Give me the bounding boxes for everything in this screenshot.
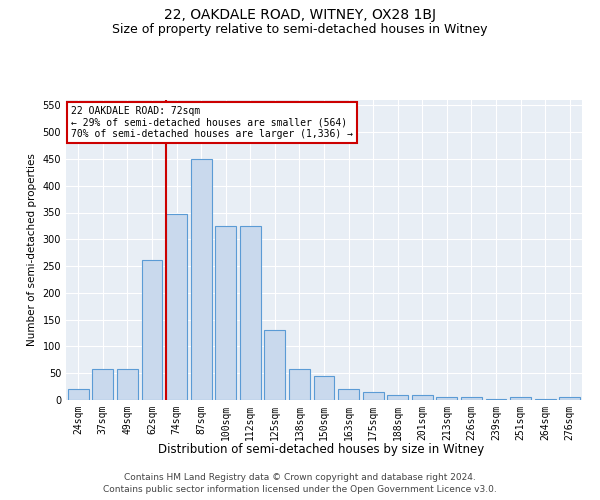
Bar (289, 370, 310, 400)
Bar (559, 398, 580, 400)
Bar (68, 390, 89, 400)
Bar (510, 398, 531, 400)
Bar (461, 398, 482, 400)
Bar (338, 390, 359, 400)
Bar (166, 214, 187, 400)
Bar (485, 399, 506, 400)
Bar (117, 370, 138, 400)
Bar (314, 376, 334, 400)
Bar (215, 226, 236, 400)
Text: 22, OAKDALE ROAD, WITNEY, OX28 1BJ: 22, OAKDALE ROAD, WITNEY, OX28 1BJ (164, 8, 436, 22)
Bar (362, 392, 383, 400)
Bar (265, 330, 286, 400)
Text: Contains HM Land Registry data © Crown copyright and database right 2024.: Contains HM Land Registry data © Crown c… (124, 472, 476, 482)
Bar (92, 370, 113, 400)
Text: Contains public sector information licensed under the Open Government Licence v3: Contains public sector information licen… (103, 485, 497, 494)
Bar (412, 394, 433, 400)
Bar (387, 394, 408, 400)
Text: Size of property relative to semi-detached houses in Witney: Size of property relative to semi-detach… (112, 22, 488, 36)
Text: Distribution of semi-detached houses by size in Witney: Distribution of semi-detached houses by … (158, 442, 484, 456)
Y-axis label: Number of semi-detached properties: Number of semi-detached properties (27, 154, 37, 346)
Text: 22 OAKDALE ROAD: 72sqm
← 29% of semi-detached houses are smaller (564)
70% of se: 22 OAKDALE ROAD: 72sqm ← 29% of semi-det… (71, 106, 353, 139)
Bar (535, 399, 556, 400)
Bar (436, 398, 457, 400)
Bar (240, 226, 261, 400)
Bar (142, 260, 163, 400)
Bar (191, 159, 212, 400)
